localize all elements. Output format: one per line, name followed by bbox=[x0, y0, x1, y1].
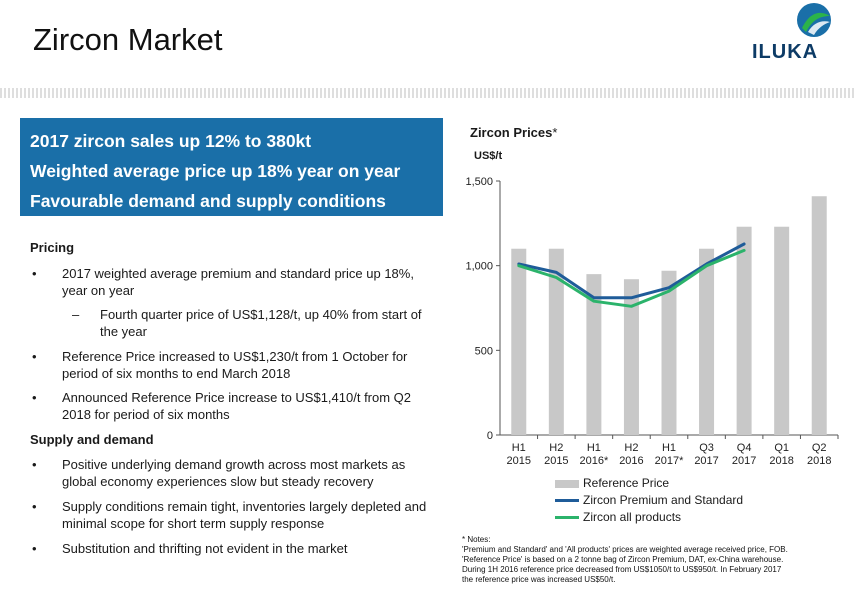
reference-price-bar bbox=[774, 226, 790, 435]
notes-line-3: During 1H 2016 reference price decreased… bbox=[462, 565, 782, 574]
x-tick-label: 2017* bbox=[655, 455, 684, 467]
legend-label-all-products: Zircon all products bbox=[583, 510, 682, 524]
legend-swatch-line-blue bbox=[555, 499, 579, 503]
iluka-logo-icon bbox=[797, 3, 831, 37]
x-tick-label: H2 bbox=[549, 442, 563, 454]
reference-price-bar bbox=[736, 226, 752, 435]
reference-price-bar bbox=[511, 248, 527, 435]
x-tick-label: H1 bbox=[587, 442, 601, 454]
x-tick-label: Q1 bbox=[774, 442, 789, 454]
logo-text: ILUKA bbox=[752, 41, 819, 63]
supply-bullet-1-text: Positive underlying demand growth across… bbox=[62, 457, 406, 489]
reference-price-bar bbox=[661, 270, 677, 435]
y-axis-unit: US$/t bbox=[474, 150, 503, 162]
bullet-icon: • bbox=[32, 541, 37, 556]
notes-line-2: 'Reference Price' is based on a 2 tonne … bbox=[462, 555, 784, 564]
x-tick-label: H2 bbox=[624, 442, 638, 454]
legend-label-premium: Zircon Premium and Standard bbox=[583, 493, 744, 507]
x-tick-label: 2015 bbox=[544, 455, 568, 467]
x-tick-label: H1 bbox=[512, 442, 526, 454]
dash-icon: – bbox=[72, 307, 80, 322]
supply-bullet-3-text: Substitution and thrifting not evident i… bbox=[62, 541, 348, 556]
y-tick-label: 0 bbox=[487, 430, 493, 442]
x-tick-label: 2018 bbox=[769, 455, 793, 467]
x-tick-label: 2016* bbox=[580, 455, 609, 467]
zircon-premium-and-standard-line bbox=[517, 242, 746, 300]
notes-label: * Notes: bbox=[462, 535, 491, 544]
x-tick-label: H1 bbox=[662, 442, 676, 454]
pricing-bullet-2-text: Reference Price increased to US$1,230/t … bbox=[62, 349, 408, 381]
bullet-icon: • bbox=[32, 457, 37, 472]
highlight-2: Weighted average price up 18% year on ye… bbox=[30, 161, 401, 181]
zircon-all-products-line bbox=[517, 248, 746, 308]
pricing-bullet-1-text: 2017 weighted average premium and standa… bbox=[62, 266, 414, 298]
highlight-3: Favourable demand and supply conditions bbox=[30, 191, 386, 211]
x-tick-label: 2018 bbox=[807, 455, 831, 467]
notes-line-4: the reference price was increased US$50/… bbox=[462, 575, 616, 584]
pricing-bullet-3-text: Announced Reference Price increase to US… bbox=[62, 390, 412, 422]
zircon-price-chart: 05001,0001,500H12015H22015H12016*H22016H… bbox=[465, 176, 839, 467]
chart-legend: Reference Price Zircon Premium and Stand… bbox=[555, 475, 743, 526]
chart-title-text: Zircon Prices bbox=[470, 125, 553, 140]
y-tick-label: 1,000 bbox=[465, 261, 493, 273]
x-tick-label: 2017 bbox=[732, 455, 756, 467]
bullet-icon: • bbox=[32, 499, 37, 514]
highlights-box: 2017 zircon sales up 12% to 380kt Weight… bbox=[20, 118, 443, 216]
x-tick-label: Q3 bbox=[699, 442, 714, 454]
y-tick-label: 500 bbox=[475, 345, 493, 357]
pricing-heading: Pricing bbox=[30, 240, 75, 255]
page-title: Zircon Market bbox=[33, 22, 223, 57]
x-tick-label: Q4 bbox=[737, 442, 752, 454]
legend-swatch-bar bbox=[555, 479, 579, 488]
x-tick-label: 2017 bbox=[694, 455, 718, 467]
pricing-sub-bullet-1-text: Fourth quarter price of US$1,128/t, up 4… bbox=[100, 307, 422, 339]
bullet-icon: • bbox=[32, 349, 37, 364]
legend-swatch-line-green bbox=[555, 516, 579, 520]
legend-item-reference: Reference Price bbox=[555, 475, 743, 492]
reference-price-bar bbox=[811, 196, 827, 435]
logo-swoosh-light bbox=[808, 21, 830, 35]
bullet-icon: • bbox=[32, 390, 37, 405]
notes-line-1: 'Premium and Standard' and 'All products… bbox=[462, 545, 788, 554]
y-tick-label: 1,500 bbox=[465, 176, 493, 188]
supply-heading: Supply and demand bbox=[30, 432, 154, 447]
reference-price-bar bbox=[586, 274, 602, 435]
x-tick-label: 2015 bbox=[507, 455, 531, 467]
reference-price-bar bbox=[699, 248, 715, 435]
legend-item-premium: Zircon Premium and Standard bbox=[555, 492, 743, 509]
x-tick-label: 2016 bbox=[619, 455, 643, 467]
legend-label-reference: Reference Price bbox=[583, 476, 670, 490]
bullet-icon: • bbox=[32, 266, 37, 281]
chart-title-mark: * bbox=[552, 125, 558, 140]
chart-title: Zircon Prices* bbox=[470, 125, 557, 140]
reference-price-bar bbox=[623, 279, 639, 435]
supply-bullet-2-text: Supply conditions remain tight, inventor… bbox=[62, 499, 427, 531]
x-tick-label: Q2 bbox=[812, 442, 827, 454]
logo-swoosh bbox=[802, 12, 830, 32]
chart-notes: * Notes: 'Premium and Standard' and 'All… bbox=[462, 535, 854, 585]
reference-price-bar bbox=[548, 248, 564, 435]
legend-item-all-products: Zircon all products bbox=[555, 509, 743, 526]
header-divider bbox=[0, 88, 855, 98]
highlight-1: 2017 zircon sales up 12% to 380kt bbox=[30, 131, 312, 151]
